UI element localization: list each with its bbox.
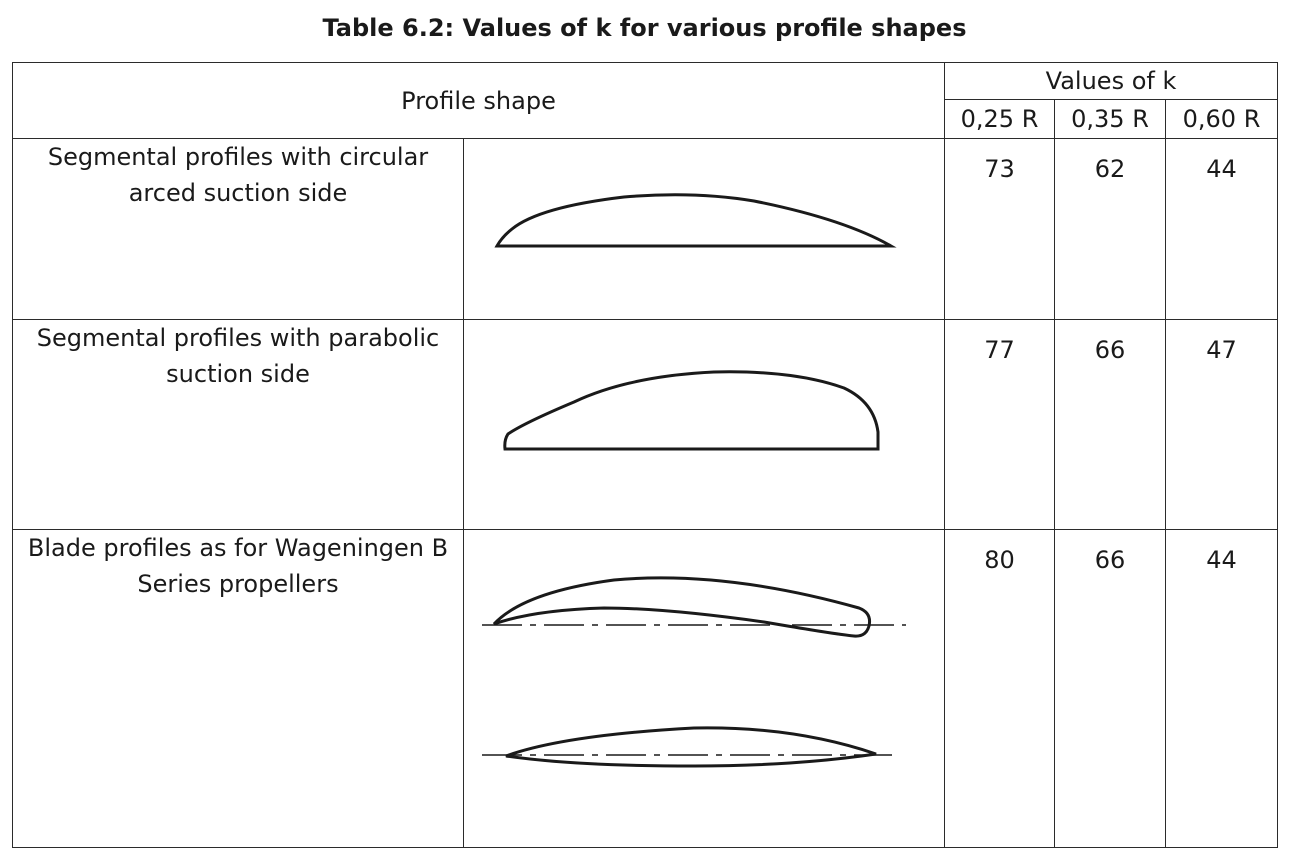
wageningen-b-series-profiles-icon: [482, 576, 906, 768]
value-cell: 66: [1054, 319, 1166, 530]
parabolic-segment-profile-icon: [503, 370, 880, 451]
header-col-035r: 0,35 R: [1054, 99, 1166, 139]
value-cell: 47: [1164, 319, 1279, 530]
value-cell: 44: [1164, 138, 1279, 320]
header-values-of-k: Values of k: [943, 62, 1279, 100]
table-row: Segmental profiles with circular arced s…: [12, 138, 1279, 320]
description-line: arced suction side: [128, 179, 348, 207]
header-col-025r: 0,25 R: [944, 99, 1055, 139]
table-row: Blade profiles as for Wageningen B Serie…: [12, 529, 1279, 848]
header-col-060r: 0,60 R: [1164, 99, 1279, 139]
header-profile-shape: Profile shape: [12, 62, 945, 139]
description-line: Segmental profiles with circular: [47, 143, 429, 171]
circular-arc-segment-profile-icon: [494, 193, 897, 248]
table-row: Segmental profiles with parabolic suctio…: [12, 319, 1279, 530]
value-cell: 73: [944, 138, 1055, 320]
value-cell: 80: [944, 529, 1055, 848]
row-description: Segmental profiles with circular arced s…: [12, 138, 464, 320]
description-line: Series propellers: [137, 570, 339, 598]
shape-cell: [463, 529, 945, 848]
value-cell: 66: [1054, 529, 1166, 848]
description-line: suction side: [166, 360, 310, 388]
value-cell: 44: [1164, 529, 1279, 848]
value-cell: 77: [944, 319, 1055, 530]
row-description: Segmental profiles with parabolic suctio…: [12, 319, 464, 530]
k-values-table: Profile shape Values of k 0,25 R 0,35 R …: [12, 62, 1279, 848]
description-line: Blade profiles as for Wageningen B: [27, 534, 449, 562]
value-cell: 62: [1054, 138, 1166, 320]
shape-cell: [463, 138, 945, 320]
table-caption: Table 6.2: Values of k for various profi…: [322, 14, 967, 42]
shape-cell: [463, 319, 945, 530]
row-description: Blade profiles as for Wageningen B Serie…: [12, 529, 464, 848]
description-line: Segmental profiles with parabolic: [36, 324, 440, 352]
